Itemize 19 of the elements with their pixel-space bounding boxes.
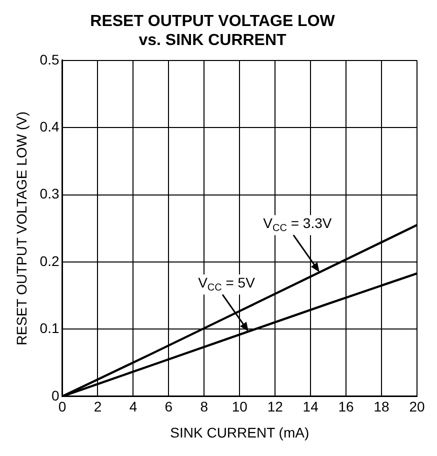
x-tick-label: 18 (374, 398, 390, 415)
x-tick-label: 16 (338, 398, 354, 415)
y-tick-label: 0.3 (40, 186, 60, 202)
chart-title: RESET OUTPUT VOLTAGE LOW vs. SINK CURRENT (90, 13, 336, 50)
x-tick-label: 4 (129, 398, 138, 415)
x-tick-label: 20 (409, 398, 425, 415)
y-tick-label: 0 (51, 387, 60, 404)
x-tick-label: 6 (164, 398, 173, 415)
y-tick-label: 0.4 (40, 118, 60, 134)
x-tick-label: 2 (94, 398, 102, 415)
y-axis-title: RESET OUTPUT VOLTAGE LOW (V) (13, 111, 30, 346)
x-tick-label: 14 (302, 398, 319, 415)
y-tick-label: 0.1 (40, 320, 60, 336)
x-tick-label: 12 (267, 398, 284, 415)
y-tick-label: 0.5 (40, 51, 60, 68)
y-tick-label: 0.2 (40, 252, 60, 269)
x-tick-label: 8 (200, 398, 208, 415)
x-tick-label: 10 (232, 398, 248, 415)
x-axis-title: SINK CURRENT (mA) (170, 424, 310, 440)
